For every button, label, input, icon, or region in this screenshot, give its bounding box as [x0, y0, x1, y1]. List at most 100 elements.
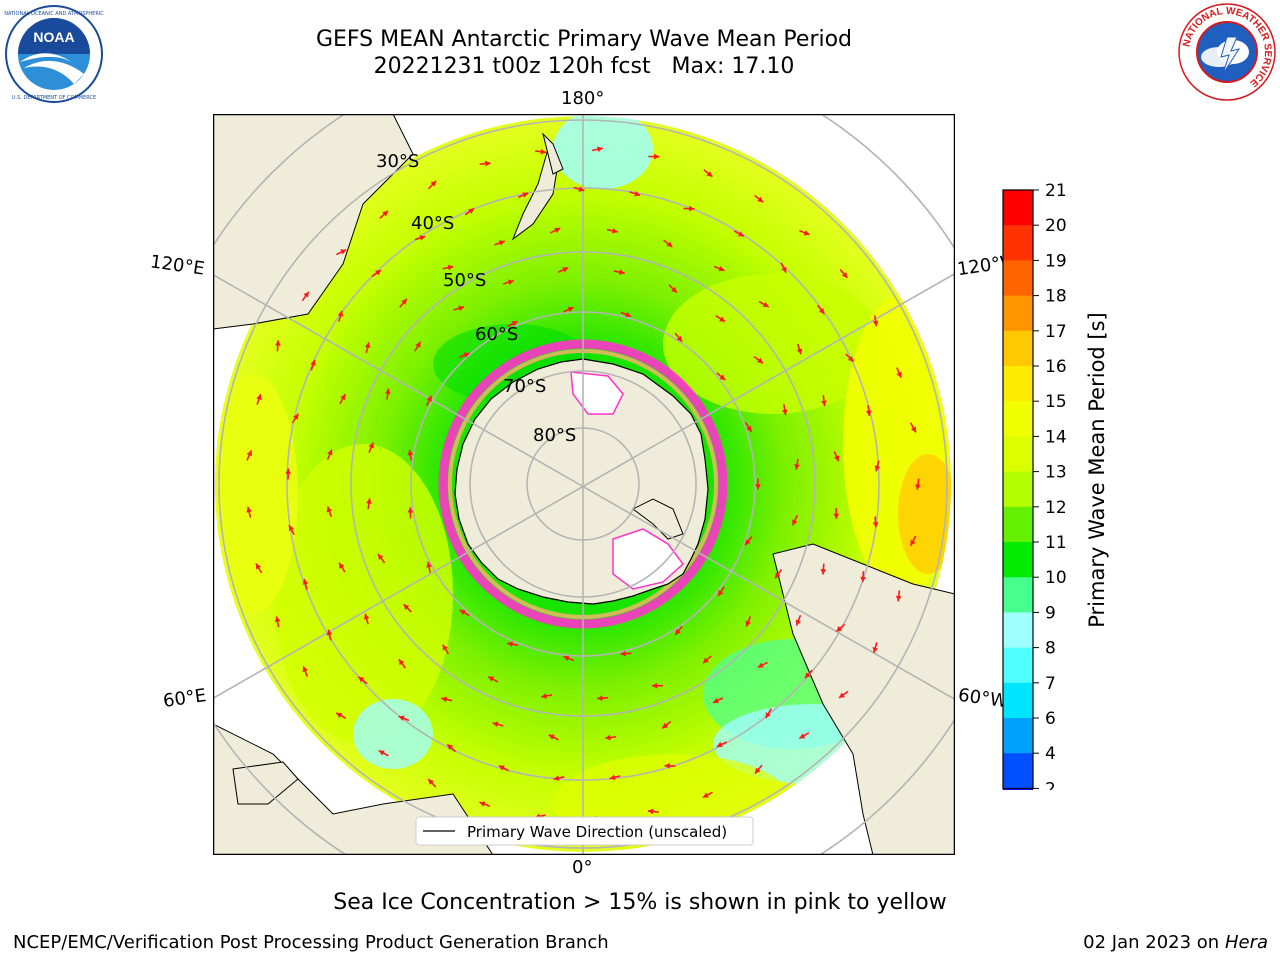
wave-arrow-head — [910, 426, 916, 433]
wave-arrow-head — [872, 522, 879, 528]
wave-arrow-head — [702, 657, 709, 664]
colorbar-tick-label: 21 — [1045, 181, 1067, 201]
wave-arrow-head — [358, 676, 365, 683]
wave-arrow-head — [364, 342, 371, 349]
colorbar-label: Primary Wave Mean Period [s] — [1085, 312, 1109, 628]
lon-label-60e: 60°E — [161, 685, 208, 712]
wave-arrow-head — [540, 148, 547, 155]
wave-arrow-head — [441, 696, 448, 703]
colorbar-swatch — [1003, 612, 1033, 649]
wave-arrow-head — [340, 249, 347, 255]
colorbar-tick-label: 9 — [1045, 603, 1056, 623]
footer-credit: NCEP/EMC/Verification Post Processing Pr… — [13, 932, 609, 953]
chart-title: GEFS MEAN Antarctic Primary Wave Mean Pe… — [315, 27, 853, 52]
wave-arrow-head — [612, 227, 618, 234]
wave-arrow-head — [718, 265, 725, 272]
lat-label-50s: 50°S — [443, 270, 486, 291]
wave-arrow-head — [762, 301, 769, 308]
wave-arrow-head — [895, 595, 902, 602]
wave-arrow-head — [363, 613, 370, 620]
wave-arrow-head — [757, 196, 764, 203]
wave-arrow-head — [488, 676, 495, 682]
wave-arrow-head — [792, 519, 798, 526]
colorbar-swatch — [1003, 753, 1033, 789]
wave-arrow-head — [479, 801, 486, 807]
wave-arrow-head — [716, 741, 723, 748]
wave-arrow-head — [428, 779, 434, 785]
wave-arrow-head — [820, 569, 827, 575]
wave-arrow-head — [302, 666, 308, 673]
wave-arrow-head — [339, 562, 345, 569]
colorbar-swatch — [1003, 506, 1033, 543]
wave-arrow-head — [647, 808, 654, 815]
wave-arrow-head — [337, 310, 344, 317]
wave-arrow-head — [833, 455, 840, 462]
svg-text:NATIONAL OCEANIC AND ATMOSPHER: NATIONAL OCEANIC AND ATMOSPHERIC — [4, 11, 104, 17]
wave-arrow-head — [737, 231, 744, 237]
wave-arrow-head — [255, 563, 262, 570]
ross-ice-shelf — [570, 371, 624, 415]
colorbar-tick-label: 19 — [1045, 251, 1067, 271]
footer-machine: Hera — [1224, 932, 1268, 953]
wave-arrow-head — [765, 712, 771, 719]
wave-arrow-head — [910, 539, 916, 546]
wave-arrow-head — [285, 468, 292, 474]
wave-arrow-head — [458, 305, 465, 312]
lat-label-30s: 30°S — [376, 151, 419, 172]
svg-text:NOAA: NOAA — [33, 29, 74, 45]
colorbar-tick-label: 12 — [1045, 498, 1067, 518]
wave-arrow-head — [745, 620, 751, 627]
wave-arrow-head — [757, 662, 764, 668]
wave-arrow-head — [671, 286, 677, 293]
wave-arrow-head — [860, 576, 866, 583]
wave-arrow-head — [310, 359, 316, 366]
wave-arrow-head — [597, 695, 603, 701]
colorbar-swatch — [1003, 260, 1033, 297]
wave-arrow-head — [378, 554, 384, 560]
wave-arrow-head — [719, 316, 726, 322]
wave-arrow-head — [398, 659, 405, 666]
wave-arrow-head — [896, 371, 902, 378]
wave-arrow-head — [651, 682, 658, 689]
wave-arrow-head — [625, 311, 632, 318]
wave-arrow-head — [620, 650, 626, 657]
colorbar-swatch — [1003, 436, 1033, 473]
wave-arrow-head — [384, 388, 391, 395]
colorbar-frame — [1002, 189, 1034, 790]
wave-arrow-head — [340, 394, 346, 401]
wave-arrow-head — [781, 409, 788, 415]
legend-label: Primary Wave Direction (unscaled) — [467, 823, 727, 841]
lon-label-180: 180° — [561, 88, 605, 109]
wave-arrow-head — [507, 641, 513, 648]
colorbar-tick-label: 18 — [1045, 287, 1067, 307]
footer-date-text: 02 Jan 2023 on — [1083, 932, 1225, 953]
wave-arrow-head — [872, 647, 879, 653]
wave-arrow-head — [426, 561, 432, 568]
wave-arrow-head — [498, 240, 505, 246]
colorbar-swatch — [1003, 577, 1033, 613]
colorbar-swatch — [1003, 542, 1033, 578]
wave-arrow-head — [336, 712, 343, 719]
wave-arrow-head — [746, 425, 752, 432]
wave-arrow-head — [407, 449, 414, 456]
noaa-logo: NOAA NATIONAL OCEANIC AND ATMOSPHERIC U.… — [4, 5, 104, 103]
wave-arrow-head — [463, 352, 470, 358]
weddell-ice — [612, 528, 685, 590]
wave-arrow-head — [836, 626, 843, 632]
wave-arrow-head — [874, 465, 881, 472]
wave-arrow-head — [804, 672, 811, 679]
wave-arrow-head — [256, 394, 262, 401]
wave-arrow-head — [326, 506, 333, 513]
lon-label-0: 0° — [572, 857, 593, 878]
wave-arrow-head — [459, 609, 466, 616]
polar-map: 30°S 40°S 50°S 60°S 70°S 80°S Primary Wa… — [213, 114, 955, 855]
wave-arrow-head — [757, 357, 763, 364]
wave-arrow-head — [794, 464, 800, 470]
lon-label-120e: 120°E — [148, 251, 206, 280]
wave-arrow-head — [689, 205, 695, 212]
sea-ice-note: Sea Ice Concentration > 15% is shown in … — [333, 890, 947, 915]
colorbar-swatch — [1003, 225, 1033, 261]
wave-arrow-head — [578, 186, 585, 192]
colorbar-tick-label: 2 — [1045, 779, 1056, 790]
colorbar-tick-label: 20 — [1045, 216, 1067, 236]
